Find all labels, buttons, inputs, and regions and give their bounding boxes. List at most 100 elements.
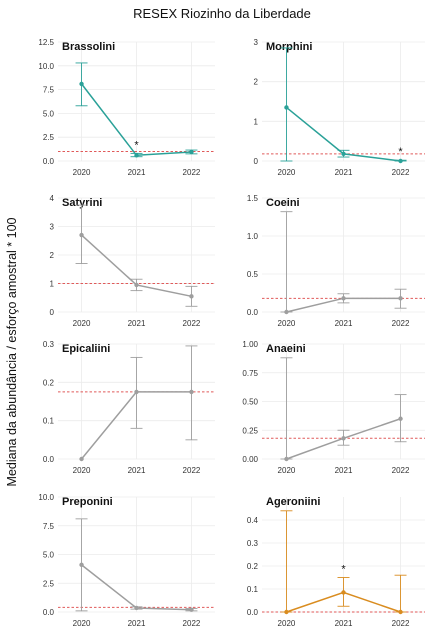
data-point [134, 282, 139, 288]
y-tick-label: 0.1 [247, 585, 259, 594]
data-point [398, 296, 403, 301]
y-tick-label: 0 [254, 157, 259, 166]
y-tick-label: 0.50 [242, 398, 258, 407]
data-point [341, 151, 346, 157]
y-tick-label: 0.4 [247, 516, 259, 525]
y-tick-label: 0.0 [43, 157, 55, 166]
y-tick-label: 0.2 [247, 562, 259, 571]
panel-satyrini: 0 1 2 3 4 2020 2021 2022 Satyrini [50, 194, 215, 328]
x-tick-label: 2020 [73, 466, 91, 475]
x-tick-label: 2021 [128, 619, 146, 628]
data-point [79, 456, 84, 462]
y-tick-label: 3 [50, 223, 55, 232]
data-point [79, 232, 84, 238]
y-tick-label: 0.75 [242, 369, 258, 378]
y-tick-label: 0.2 [43, 378, 55, 387]
data-point [341, 296, 346, 301]
data-point [79, 562, 84, 568]
x-tick-label: 2020 [73, 319, 91, 328]
significance-marker: * [398, 146, 403, 158]
y-tick-label: 1 [50, 280, 55, 289]
x-tick-label: 2022 [392, 466, 410, 475]
panel-morphini: 0 1 2 3 2020 2021 2022 Morphini * [254, 38, 425, 177]
data-point [398, 609, 403, 615]
y-tick-label: 10.0 [38, 493, 54, 502]
y-tick-label: 7.5 [43, 522, 55, 531]
data-point [398, 416, 403, 421]
y-tick-label: 0.25 [242, 426, 258, 435]
panel-coeini: 0.0 0.5 1.0 1.5 2020 2021 2022 Coeini [247, 194, 425, 328]
significance-marker: * [134, 139, 139, 151]
y-tick-label: 0.0 [43, 608, 55, 617]
y-axis-label: Mediana da abundância / esforço amostral… [5, 217, 19, 486]
data-point [189, 607, 194, 612]
panel-title: Morphini [266, 41, 312, 53]
x-tick-label: 2022 [183, 168, 201, 177]
data-point [284, 105, 289, 110]
data-point [341, 436, 346, 441]
significance-marker: * [341, 564, 346, 576]
panel-title: Satyrini [62, 197, 102, 209]
x-tick-label: 2020 [73, 619, 91, 628]
y-tick-label: 2.5 [43, 133, 55, 142]
data-point [341, 590, 346, 595]
x-tick-label: 2021 [335, 466, 353, 475]
data-point [284, 456, 289, 462]
y-tick-label: 1.0 [247, 232, 259, 241]
panel-title: Anaeini [266, 343, 306, 355]
x-tick-label: 2022 [183, 319, 201, 328]
y-tick-label: 0.3 [43, 340, 55, 349]
panel-title: Preponini [62, 496, 113, 508]
y-tick-label: 0.5 [247, 270, 259, 279]
data-point [189, 389, 194, 395]
panel-title: Epicaliini [62, 343, 110, 355]
y-tick-label: 0.0 [247, 308, 259, 317]
x-tick-label: 2020 [278, 619, 296, 628]
data-point [134, 605, 139, 611]
x-tick-label: 2020 [73, 168, 91, 177]
x-tick-label: 2020 [278, 466, 296, 475]
y-tick-label: 5.0 [43, 109, 55, 118]
panel-title: Brassolini [62, 41, 115, 53]
y-tick-label: 12.5 [38, 38, 54, 47]
x-tick-label: 2022 [392, 619, 410, 628]
data-point [284, 309, 289, 315]
panel-epicaliini: 0.0 0.1 0.2 0.3 2020 2021 2022 Epicaliini [43, 340, 215, 475]
y-tick-label: 0.1 [43, 417, 55, 426]
x-tick-label: 2021 [335, 168, 353, 177]
data-point [79, 81, 84, 87]
panel-ageroniini: 0.0 0.1 0.2 0.3 0.4 2020 2021 2022 Ageroniini * [247, 496, 425, 628]
x-tick-label: 2022 [392, 168, 410, 177]
y-tick-label: 0.0 [43, 455, 55, 464]
y-tick-label: 5.0 [43, 551, 55, 560]
panel-title: Ageroniini [266, 496, 320, 508]
y-tick-label: 1 [254, 117, 259, 126]
x-tick-label: 2021 [128, 168, 146, 177]
x-tick-label: 2020 [278, 168, 296, 177]
x-tick-label: 2021 [128, 466, 146, 475]
y-tick-label: 2 [50, 251, 55, 260]
panel-preponini: 0.0 2.5 5.0 7.5 10.0 2020 2021 2022 Preponini [38, 493, 215, 628]
y-tick-label: 7.5 [43, 86, 55, 95]
y-tick-label: 0 [50, 308, 55, 317]
y-tick-label: 1.00 [242, 340, 258, 349]
x-tick-label: 2021 [128, 319, 146, 328]
y-tick-label: 0.0 [247, 608, 259, 617]
y-tick-label: 3 [254, 38, 259, 47]
data-point [398, 158, 403, 164]
y-tick-label: 0.3 [247, 539, 259, 548]
y-tick-label: 2 [254, 78, 259, 87]
data-point [134, 389, 139, 395]
panel-title: Coeini [266, 197, 300, 209]
x-tick-label: 2021 [335, 319, 353, 328]
data-point [189, 294, 194, 299]
x-tick-label: 2022 [183, 619, 201, 628]
data-point [284, 609, 289, 615]
panel-brassolini: 0.0 2.5 5.0 7.5 10.0 12.5 2020 2021 2022 Brassoli… [38, 38, 215, 177]
y-tick-label: 0.00 [242, 455, 258, 464]
x-tick-label: 2020 [278, 319, 296, 328]
figure-title: RESEX Riozinho da Liberdade [133, 6, 311, 21]
panel-anaeini: 0.00 0.25 0.50 0.75 1.00 2020 2021 2022 Anaeini [242, 340, 425, 475]
